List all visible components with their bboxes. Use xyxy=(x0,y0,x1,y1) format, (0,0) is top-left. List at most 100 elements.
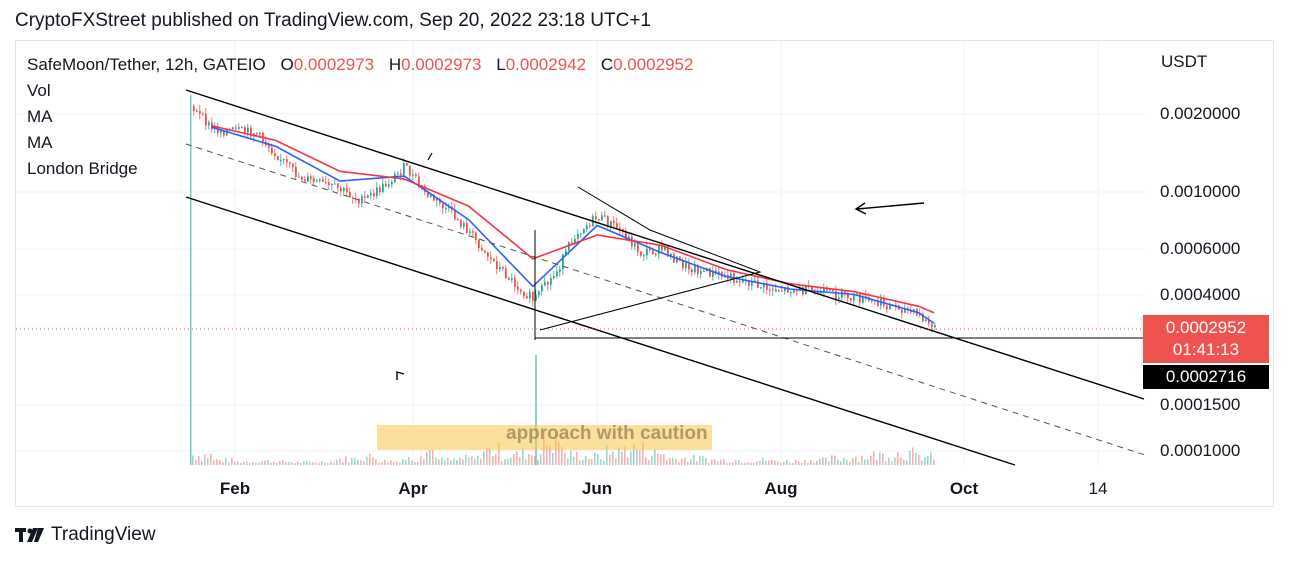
candle-body xyxy=(514,278,516,287)
candle-body xyxy=(604,215,606,217)
volume-bar xyxy=(774,460,776,465)
volume-bar xyxy=(696,461,698,465)
candle-body xyxy=(586,225,588,230)
volume-bar xyxy=(330,461,332,465)
candle-body xyxy=(340,187,342,191)
volume-bar xyxy=(522,448,524,465)
candle-body xyxy=(346,187,348,192)
volume-bar xyxy=(213,460,215,465)
candle-body xyxy=(568,242,570,251)
candle-body xyxy=(799,287,801,291)
candle-body xyxy=(301,176,303,180)
volume-bar xyxy=(897,452,899,465)
volume-bar xyxy=(690,459,692,465)
volume-bar xyxy=(867,459,869,465)
volume-bar xyxy=(726,463,728,465)
volume-bar xyxy=(468,457,470,465)
indicator-vol[interactable]: Vol xyxy=(27,81,51,100)
candle-body xyxy=(427,191,429,197)
volume-bar xyxy=(354,458,356,465)
volume-bar xyxy=(813,463,815,465)
candle-body xyxy=(469,231,471,234)
volume-bar xyxy=(600,459,602,465)
candle-body xyxy=(208,122,210,126)
candle-body xyxy=(688,262,690,270)
volume-bar xyxy=(636,450,638,465)
candle-body xyxy=(793,290,795,293)
candle-body xyxy=(319,179,321,181)
candle-body xyxy=(691,269,693,273)
indicator-ma-1[interactable]: MA xyxy=(27,107,53,126)
volume-bar xyxy=(750,462,752,465)
volume-bar xyxy=(786,459,788,465)
volume-bar xyxy=(444,460,446,465)
chart-panel[interactable] xyxy=(15,40,1274,507)
volume-bar xyxy=(339,458,341,465)
volume-bar xyxy=(666,460,668,465)
volume-bar xyxy=(309,461,311,465)
currency-label[interactable]: USDT xyxy=(1161,52,1208,71)
candle-body xyxy=(520,289,522,292)
volume-bar xyxy=(627,457,629,465)
caution-annotation: approach with caution xyxy=(506,423,708,444)
arrow-head xyxy=(396,371,405,380)
volume-bar xyxy=(318,462,320,465)
candle-body xyxy=(556,271,558,277)
candle-body xyxy=(730,273,732,279)
volume-bar xyxy=(519,457,521,465)
volume-bar xyxy=(591,458,593,465)
volume-bar xyxy=(891,461,893,465)
volume-bar xyxy=(609,454,611,465)
volume-bar xyxy=(783,461,785,465)
candle-body xyxy=(850,298,852,301)
candle-body xyxy=(472,231,474,233)
volume-bar xyxy=(672,457,674,465)
candle-body xyxy=(436,198,438,201)
candle-body xyxy=(757,280,759,288)
candle-body xyxy=(199,110,201,114)
volume-bar xyxy=(585,456,587,465)
indicator-ma-2[interactable]: MA xyxy=(27,133,53,152)
volume-bar xyxy=(363,461,365,465)
volume-bar xyxy=(369,453,371,465)
candle-body xyxy=(313,178,315,182)
volume-bar xyxy=(537,459,539,465)
volume-bar xyxy=(336,459,338,465)
candle-body xyxy=(664,246,666,251)
volume-bar xyxy=(588,459,590,465)
high-label: H xyxy=(388,55,402,74)
volume-bar xyxy=(210,453,212,465)
volume-bar xyxy=(222,462,224,465)
symbol-name[interactable]: SafeMoon/Tether, 12h, GATEIO xyxy=(27,55,266,74)
channel-upper-line xyxy=(185,89,1145,400)
volume-bar xyxy=(204,454,206,465)
channel-lower-line xyxy=(185,196,1016,466)
volume-bar xyxy=(900,457,902,465)
volume-bar xyxy=(684,457,686,465)
volume-bar xyxy=(777,461,779,465)
volume-bar xyxy=(732,462,734,465)
candle-body xyxy=(544,281,546,286)
footer-brand[interactable]: TradingView xyxy=(51,524,156,545)
candle-body xyxy=(574,239,576,244)
volume-bar xyxy=(675,458,677,465)
volume-bar xyxy=(459,457,461,465)
volume-bar xyxy=(282,459,284,465)
volume-bar xyxy=(795,459,797,465)
volume-bar xyxy=(564,452,566,465)
volume-bar xyxy=(351,457,353,465)
candle-body xyxy=(823,288,825,292)
candle-body xyxy=(790,292,792,294)
volume-bar xyxy=(762,457,764,465)
drawing-stroke xyxy=(427,152,433,161)
candle-body xyxy=(442,203,444,209)
triangle-pattern xyxy=(539,186,762,331)
candle-body xyxy=(223,130,225,135)
candle-body xyxy=(634,243,636,247)
volume-bar xyxy=(642,441,644,465)
volume-bar xyxy=(198,456,200,465)
indicator-london-bridge[interactable]: London Bridge xyxy=(27,159,138,178)
volume-bar xyxy=(531,455,533,465)
candle-body xyxy=(235,127,237,129)
